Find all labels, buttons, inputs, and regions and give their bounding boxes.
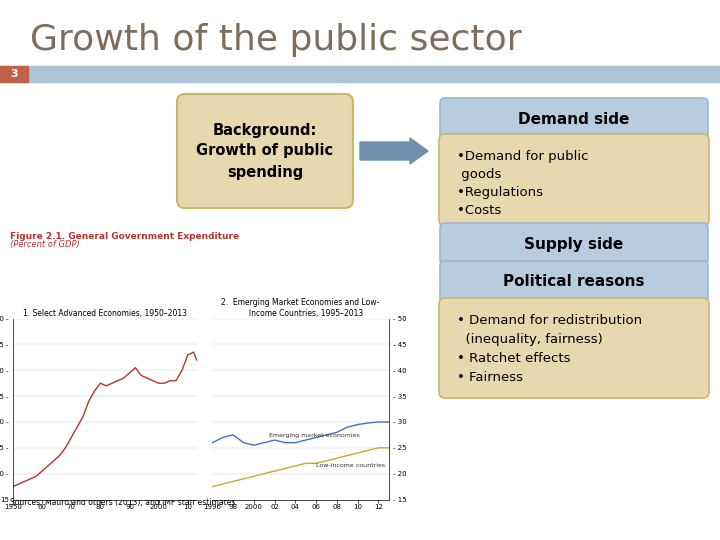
- Title: 1. Select Advanced Economies, 1950–2013: 1. Select Advanced Economies, 1950–2013: [23, 309, 186, 318]
- Text: Supply side: Supply side: [524, 237, 624, 252]
- FancyArrow shape: [360, 138, 428, 164]
- FancyBboxPatch shape: [440, 98, 708, 140]
- Bar: [0, 66, 720, 82]
- Text: 3: 3: [10, 69, 18, 79]
- FancyBboxPatch shape: [439, 134, 709, 226]
- Text: Low-income countries: Low-income countries: [316, 463, 385, 468]
- Title: 2.  Emerging Market Economies and Low-
     Income Countries, 1995–2013: 2. Emerging Market Economies and Low- In…: [222, 299, 379, 318]
- Text: • Demand for redistribution
  (inequality, fairness)
• Ratchet effects
• Fairnes: • Demand for redistribution (inequality,…: [457, 314, 642, 384]
- Text: Figure 2.1. General Government Expenditure: Figure 2.1. General Government Expenditu…: [10, 232, 239, 241]
- FancyBboxPatch shape: [439, 298, 709, 398]
- Text: (Percent of GDP): (Percent of GDP): [10, 240, 80, 249]
- Text: Demand side: Demand side: [518, 111, 630, 126]
- Text: Emerging market economies: Emerging market economies: [269, 434, 360, 438]
- Text: Sources: Mauro and others (2013); and IMF staff estimates.: Sources: Mauro and others (2013); and IM…: [10, 498, 238, 507]
- Text: Background:
Growth of public
spending: Background: Growth of public spending: [197, 123, 333, 179]
- FancyBboxPatch shape: [440, 261, 708, 303]
- Text: Political reasons: Political reasons: [503, 274, 644, 289]
- FancyBboxPatch shape: [177, 94, 353, 208]
- FancyBboxPatch shape: [440, 223, 708, 265]
- Bar: [0, 66, 28, 82]
- Text: •Demand for public
 goods
•Regulations
•Costs: •Demand for public goods •Regulations •C…: [457, 150, 588, 217]
- Text: Growth of the public sector: Growth of the public sector: [30, 23, 521, 57]
